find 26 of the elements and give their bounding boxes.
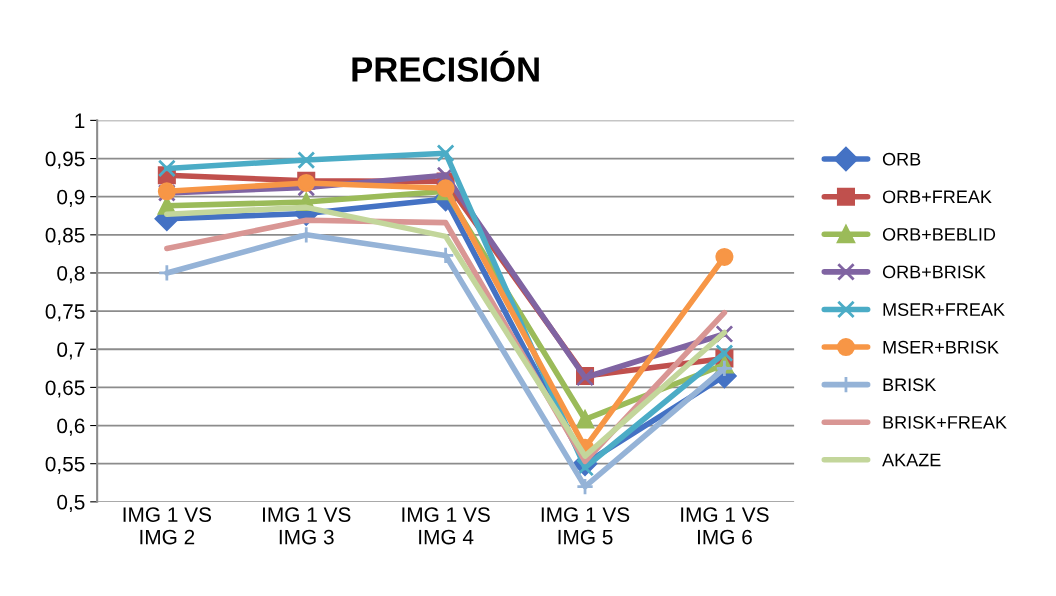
x-tick-label: IMG 1 VS IMG 2 (123, 507, 212, 545)
legend-label: ORB (882, 152, 921, 166)
legend-label: ORB+BEBLID (882, 227, 996, 241)
legend-label: ORB+FREAK (882, 190, 992, 204)
y-tick-label: 1 (75, 113, 85, 128)
legend-label: BRISK (883, 378, 937, 392)
y-tick-label: 0,85 (45, 227, 85, 246)
y-tick-label: 0,55 (45, 456, 85, 474)
legend-label: AKAZE (882, 453, 941, 467)
y-tick-label: 0,8 (57, 265, 85, 284)
y-tick-label: 0,65 (45, 380, 85, 398)
x-tick-label: IMG 1 VS IMG 4 (402, 507, 490, 545)
legend-label: ORB+BRISK (882, 265, 986, 279)
x-tick-label: IMG 1 VS IMG 5 (541, 507, 630, 545)
x-tick-label: IMG 1 VS IMG 3 (263, 507, 351, 545)
chart-title: PRECISIÓN (352, 50, 539, 82)
legend-label: MSER+BRISK (883, 340, 999, 354)
y-tick-label: 0,6 (57, 418, 85, 436)
y-tick-label: 0,7 (57, 342, 85, 360)
y-tick-label: 0,5 (57, 494, 85, 513)
y-tick-label: 0,95 (45, 151, 85, 169)
y-tick-label: 0,75 (45, 304, 85, 322)
legend-label: MSER+FREAK (883, 303, 1005, 316)
x-tick-label: IMG 1 VS IMG 6 (681, 507, 769, 545)
y-tick-label: 0,9 (57, 189, 85, 207)
legend-label: BRISK+FREAK (883, 415, 1007, 429)
